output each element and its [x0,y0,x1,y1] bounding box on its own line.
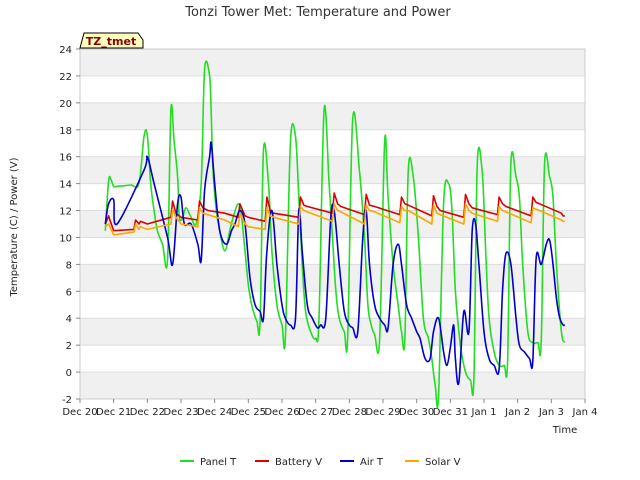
grid-band [80,318,585,346]
y-tick-label: 2 [66,341,72,352]
series-line-air-t [104,141,566,386]
y-tick-label: 12 [59,207,72,218]
badge-shape [79,32,144,49]
y-tick-label: 20 [59,99,72,110]
grid-band [80,156,585,184]
y-tick-label: 6 [66,287,72,298]
x-tick-label: Dec 29 [365,407,400,418]
legend: Panel T Battery V Air T Solar V [180,457,461,468]
grid-band [80,102,585,130]
legend-item-battery-v: Battery V [255,457,322,468]
x-tick-label: Dec 27 [298,407,333,418]
grid-band [80,372,585,399]
legend-item-panel-t: Panel T [180,457,237,468]
y-tick-label: 14 [59,180,72,191]
badge-label: TZ_tmet [86,35,136,48]
y-tick-label: 10 [59,233,72,244]
x-tick-label: Dec 28 [332,407,367,418]
x-tick-label: Dec 24 [197,407,232,418]
legend-label: Solar V [425,457,461,468]
series-layer [104,60,566,409]
x-tick-label: Dec 21 [96,407,131,418]
y-axis-label: Temperature (C) / Power (V) [9,157,20,297]
legend-label: Air T [360,457,384,468]
chart-title: Tonzi Tower Met: Temperature and Power [184,5,451,20]
x-tick-label: Jan 2 [504,407,530,418]
x-tick-label: Dec 31 [433,407,468,418]
tz-badge: TZ_tmet [79,32,144,49]
x-tick-label: Dec 20 [62,407,97,418]
y-tick-label: 0 [66,368,72,379]
legend-item-air-t: Air T [340,457,384,468]
x-tick-label: Jan 4 [572,407,598,418]
x-tick-label: Dec 23 [163,407,198,418]
y-tick-label: 18 [59,126,72,137]
x-tick-label: Dec 25 [231,407,266,418]
y-tick-label: 16 [59,153,72,164]
legend-label: Panel T [200,457,237,468]
y-tick-label: -2 [62,395,72,406]
series-line-panel-t [104,60,566,409]
y-tick-label: 24 [59,45,72,56]
x-tick-label: Jan 3 [538,407,564,418]
x-tick-label: Dec 22 [130,407,165,418]
x-tick-label: Dec 30 [399,407,434,418]
y-tick-label: 8 [66,260,72,271]
legend-item-solar-v: Solar V [405,457,461,468]
y-tick-label: 4 [66,314,72,325]
grid-band [80,49,585,76]
legend-label: Battery V [275,457,322,468]
series-line-solar-v [104,203,565,236]
grid-band [80,264,585,292]
x-tick-label: Dec 26 [264,407,299,418]
y-tick-label: 22 [59,72,72,83]
x-axis-label: Time [552,425,577,436]
plot-border [79,48,586,400]
x-tick-label: Jan 1 [471,407,497,418]
